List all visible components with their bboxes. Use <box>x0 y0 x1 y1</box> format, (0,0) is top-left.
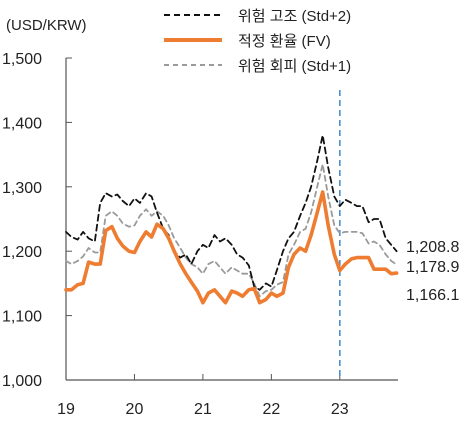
y-axis-label: (USD/KRW) <box>6 17 87 34</box>
legend: 위험 고조 (Std+2) 적정 환율 (FV) 위험 회피 (Std+1) <box>164 8 351 75</box>
y-tick-label: 1,200 <box>2 244 42 261</box>
legend-label: 적정 환율 (FV) <box>238 33 331 50</box>
x-tick-label: 19 <box>57 401 75 418</box>
y-tick-label: 1,500 <box>2 51 42 68</box>
x-tick-label: 20 <box>126 401 144 418</box>
series-end-value: 1,166.1 <box>406 287 459 304</box>
y-tick-label: 1,300 <box>2 180 42 197</box>
legend-label: 위험 회피 (Std+1) <box>238 58 351 75</box>
series-end-value: 1,178.9 <box>406 259 459 276</box>
y-tick-label: 1,100 <box>2 309 42 326</box>
series-line-std2 <box>65 134 398 291</box>
x-tick-label: 23 <box>331 401 349 418</box>
series-line-std1 <box>65 163 398 298</box>
series-layer <box>64 134 399 305</box>
x-tick-label: 21 <box>194 401 212 418</box>
end-labels: 1,208.8 1,178.9 1,166.1 <box>406 239 459 304</box>
axes: 1,000 1,100 1,200 1,300 1,400 1,500 19 20 21 22 23 <box>2 51 398 418</box>
y-tick-label: 1,000 <box>2 373 42 390</box>
series-end-value: 1,208.8 <box>406 239 459 256</box>
y-tick-label: 1,400 <box>2 115 42 132</box>
legend-label: 위험 고조 (Std+2) <box>238 8 351 25</box>
series-line-fv <box>64 190 399 305</box>
x-tick-label: 22 <box>262 401 280 418</box>
